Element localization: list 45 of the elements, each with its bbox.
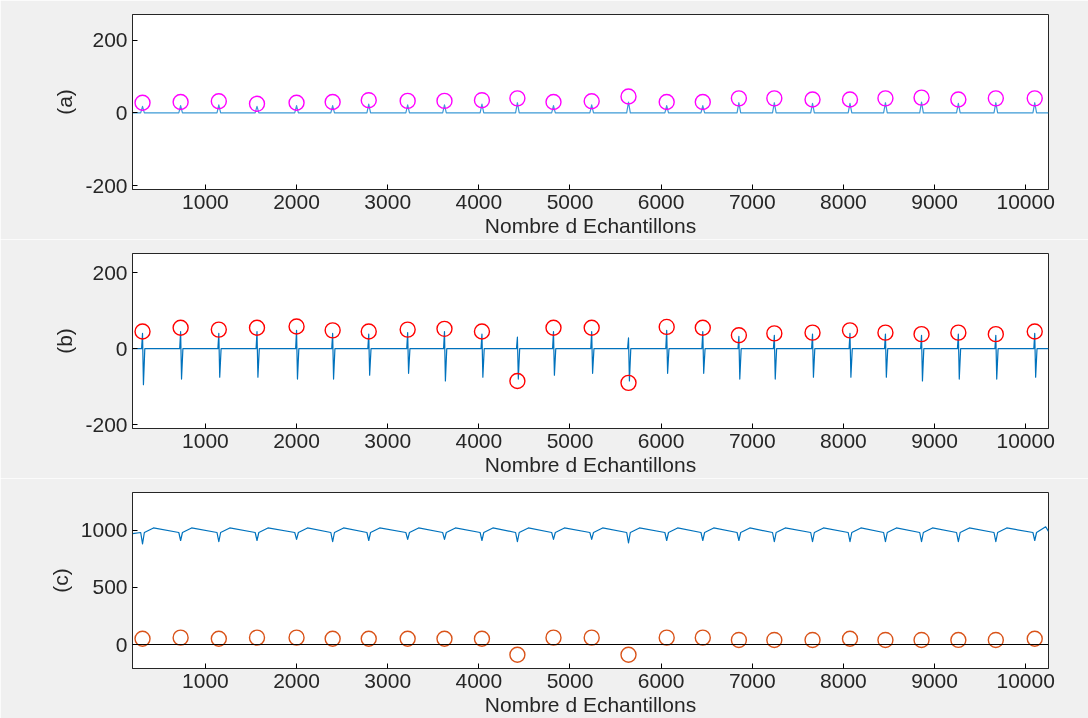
x-tick-label: 7000 [728,189,776,213]
x-tick-label: 7000 [728,428,776,452]
y-axis-title: (a) [53,89,77,115]
x-tick-label: 9000 [911,428,958,452]
x-tick-label: 5000 [546,668,594,692]
x-tick-label: 2000 [273,428,320,452]
x-tick-label: 1000 [182,428,229,452]
x-tick-label: 5000 [546,428,594,452]
x-tick-label: 4000 [455,668,503,692]
x-tick-label: 3000 [364,428,412,452]
x-tick-label: 2000 [273,189,320,213]
y-tick-label: 0 [115,632,128,656]
x-tick-label: 7000 [728,668,776,692]
x-tick-label: 8000 [820,668,867,692]
x-tick-label: 4000 [455,189,503,213]
x-tick-label: 10000 [996,668,1055,692]
x-tick-label: 10000 [996,428,1055,452]
y-tick-label: -200 [85,173,128,197]
x-tick-label: 3000 [364,668,412,692]
y-axis-title: (b) [53,328,77,354]
x-tick-label: 3000 [364,189,412,213]
y-tick-label: 500 [92,575,128,599]
x-tick-label: 1000 [182,668,229,692]
x-axis-title: Nombre d Echantillons [484,692,697,716]
x-axis-title: Nombre d Echantillons [484,452,697,476]
y-axis-title: (c) [48,568,72,593]
x-tick-label: 6000 [637,668,685,692]
x-tick-label: 9000 [911,189,958,213]
x-tick-label: 9000 [911,668,958,692]
x-tick-label: 5000 [546,189,594,213]
y-tick-label: 0 [115,336,128,360]
x-tick-label: 8000 [820,428,867,452]
x-tick-label: 6000 [637,428,685,452]
y-tick-label: 200 [92,260,128,284]
y-tick-label: -200 [85,412,128,436]
x-tick-label: 2000 [273,668,320,692]
x-axis-title: Nombre d Echantillons [484,213,697,237]
x-tick-label: 1000 [182,189,229,213]
x-tick-label: 10000 [996,189,1055,213]
y-tick-label: 200 [92,28,128,52]
y-tick-label: 1000 [80,518,128,542]
x-tick-label: 6000 [637,189,685,213]
x-tick-label: 8000 [820,189,867,213]
x-tick-label: 4000 [455,428,503,452]
y-tick-label: 0 [115,100,128,124]
